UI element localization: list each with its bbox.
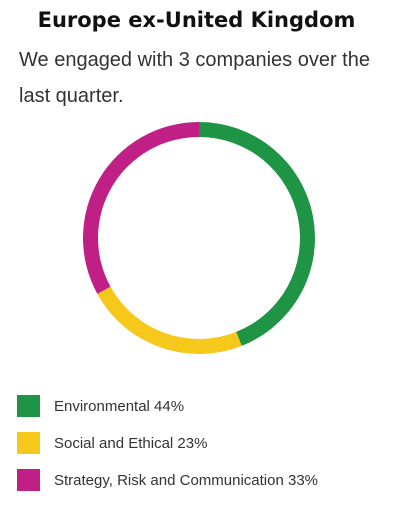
legend-swatch-strategy-risk: [17, 469, 40, 491]
chart-subtitle: We engaged with 3 companies over the las…: [19, 49, 370, 107]
legend-label-strategy-risk: Strategy, Risk and Communication 33%: [54, 471, 319, 489]
legend-item-strategy-risk: Strategy, Risk and Communication 33%: [17, 469, 387, 491]
legend-label-environmental: Environmental 44%: [54, 397, 185, 415]
donut-slice-social-and-ethical: [97, 286, 242, 354]
donut-slice-environmental: [199, 122, 315, 346]
donut-chart: [83, 122, 315, 354]
legend-item-environmental: Environmental 44%: [17, 395, 387, 417]
chart-title: Europe ex-United Kingdom: [37, 8, 356, 32]
legend-item-social-ethical: Social and Ethical 23%: [17, 432, 387, 454]
donut-slices: [83, 122, 315, 354]
chart-legend: Environmental 44% Social and Ethical 23%…: [17, 395, 387, 506]
donut-slice-strategy-risk-and-communication: [83, 122, 199, 294]
legend-label-social-ethical: Social and Ethical 23%: [54, 434, 208, 452]
legend-swatch-environmental: [17, 395, 40, 417]
legend-swatch-social-ethical: [17, 432, 40, 454]
